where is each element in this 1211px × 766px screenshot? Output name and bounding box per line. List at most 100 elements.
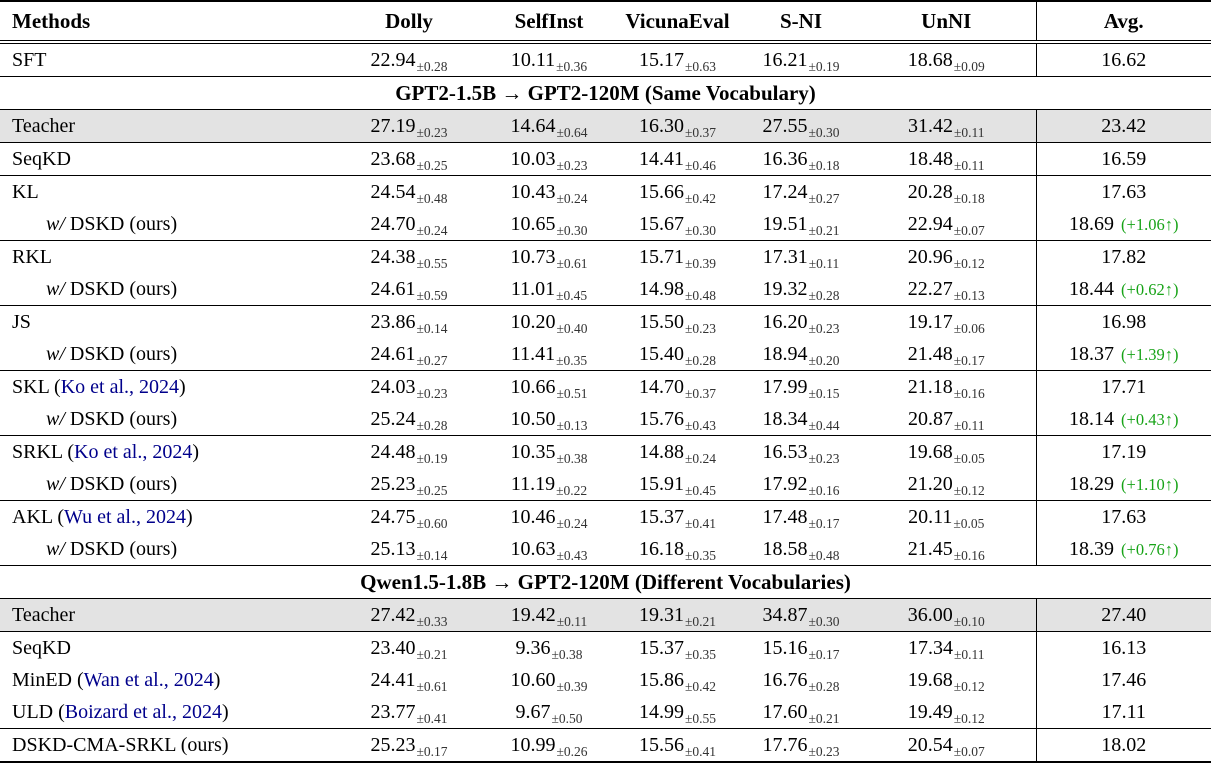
method-cell: w/ DSKD (ours) [0, 338, 330, 371]
score-value: 16.30 [638, 114, 684, 137]
score-value: 15.40 [638, 342, 684, 365]
score-cell: 15.37±0.41 [610, 501, 745, 534]
score-value: 21.48 [907, 342, 953, 365]
avg-value: 18.29 [1069, 472, 1115, 495]
score-value: 10.60 [510, 668, 556, 691]
method-cell: SRKL (Ko et al., 2024) [12, 440, 200, 463]
score-cell: 10.65±0.30 [488, 208, 610, 241]
score-cell: 15.56±0.41 [610, 728, 745, 763]
score-value: 17.34 [907, 636, 953, 659]
citation-link[interactable]: Wan et al., 2024 [83, 668, 214, 691]
score-cell: 15.67±0.30 [610, 208, 745, 241]
std-dev: ±0.45 [556, 287, 588, 303]
method-cell: JS [12, 310, 31, 333]
score-value: 18.48 [907, 147, 953, 170]
method-cell: w/ DSKD (ours) [0, 273, 330, 306]
std-dev: ±0.21 [416, 646, 448, 662]
std-dev: ±0.50 [551, 710, 583, 726]
table-row: SeqKD 23.68±0.25 10.03±0.23 14.41±0.46 16.36… [0, 142, 1211, 176]
std-dev: ±0.23 [416, 124, 448, 140]
score-cell: 24.38±0.55 [330, 241, 488, 274]
std-dev: ±0.10 [953, 613, 985, 629]
score-cell: 16.76±0.28 [745, 664, 857, 696]
score-cell: 23.86±0.14 [330, 306, 488, 339]
std-dev: ±0.23 [556, 157, 588, 173]
score-cell: 24.61±0.59 [330, 273, 488, 306]
std-dev: ±0.13 [556, 417, 588, 433]
score-cell: 17.48±0.17 [745, 501, 857, 534]
score-value: 31.42 [907, 114, 953, 137]
score-value: 15.76 [638, 407, 684, 430]
score-cell: 36.00±0.10 [857, 598, 1036, 632]
avg-value: 27.40 [1101, 603, 1147, 626]
std-dev: ±0.48 [684, 287, 717, 303]
score-cell: 34.87±0.30 [745, 598, 857, 632]
improvement-badge: (+0.43↑) [1121, 409, 1179, 429]
std-dev: ±0.24 [416, 222, 448, 238]
score-cell: 19.51±0.21 [745, 208, 857, 241]
std-dev: ±0.23 [684, 320, 717, 336]
citation-link[interactable]: Ko et al., 2024 [74, 440, 193, 463]
score-cell: 18.34±0.44 [745, 403, 857, 436]
score-value: 15.37 [638, 505, 684, 528]
avg-value: 23.42 [1101, 114, 1147, 137]
std-dev: ±0.26 [556, 743, 588, 759]
std-dev: ±0.64 [556, 124, 588, 140]
std-dev: ±0.21 [808, 222, 840, 238]
column-header-dolly: Dolly [330, 0, 488, 44]
w-slash-prefix: w/ [46, 472, 65, 495]
score-value: 20.28 [907, 180, 953, 203]
w-slash-prefix: w/ [46, 212, 65, 235]
avg-value: 16.13 [1101, 636, 1147, 659]
std-dev: ±0.61 [416, 678, 448, 694]
table-row: JS 23.86±0.14 10.20±0.40 15.50±0.23 16.20±0.… [0, 305, 1211, 339]
score-value: 14.99 [638, 700, 684, 723]
std-dev: ±0.30 [556, 222, 588, 238]
score-cell: 10.73±0.61 [488, 241, 610, 274]
avg-cell: 16.13 [1035, 631, 1211, 664]
score-value: 24.70 [370, 212, 416, 235]
score-value: 9.67 [515, 700, 551, 723]
std-dev: ±0.05 [953, 450, 985, 466]
std-dev: ±0.24 [556, 190, 588, 206]
column-header-unni: UnNI [857, 0, 1036, 44]
std-dev: ±0.24 [556, 515, 588, 531]
score-cell: 19.68±0.12 [857, 664, 1036, 696]
score-value: 19.17 [907, 310, 953, 333]
std-dev: ±0.17 [953, 352, 985, 368]
std-dev: ±0.16 [808, 482, 840, 498]
citation-link[interactable]: Wu et al., 2024 [64, 505, 186, 528]
score-value: 16.21 [762, 48, 808, 71]
table-row: Teacher 27.19±0.23 14.64±0.64 16.30±0.37 27.… [0, 109, 1211, 143]
score-value: 16.53 [762, 440, 808, 463]
std-dev: ±0.20 [808, 352, 840, 368]
std-dev: ±0.28 [684, 352, 717, 368]
avg-cell: 16.62 [1035, 42, 1211, 77]
section-header-row: Qwen1.5-1.8B → GPT2-120M (Different Voca… [0, 565, 1211, 599]
header-row: Methods Dolly SelfInst VicunaEval S-NI U… [0, 0, 1211, 44]
score-value: 15.17 [638, 48, 684, 71]
score-value: 15.37 [638, 636, 684, 659]
score-cell: 23.77±0.41 [330, 696, 488, 729]
improvement-badge: (+1.06↑) [1121, 214, 1179, 234]
w-slash-prefix: w/ [46, 537, 65, 560]
std-dev: ±0.05 [953, 515, 985, 531]
method-cell: ULD (Boizard et al., 2024) [0, 696, 330, 729]
improvement-badge: (+0.62↑) [1121, 279, 1179, 299]
score-cell: 17.60±0.21 [745, 696, 857, 729]
score-cell: 16.53±0.23 [745, 436, 857, 469]
std-dev: ±0.21 [684, 613, 717, 629]
score-cell: 10.03±0.23 [488, 142, 610, 176]
score-cell: 9.67±0.50 [488, 696, 610, 729]
score-cell: 18.68±0.09 [857, 42, 1036, 77]
score-value: 34.87 [762, 603, 808, 626]
std-dev: ±0.16 [953, 385, 985, 401]
std-dev: ±0.39 [684, 255, 717, 271]
avg-value: 16.62 [1101, 48, 1147, 71]
score-value: 11.19 [510, 472, 556, 495]
citation-link[interactable]: Ko et al., 2024 [60, 375, 180, 398]
score-cell: 21.45±0.16 [857, 533, 1036, 566]
citation-link[interactable]: Boizard et al., 2024 [64, 700, 222, 723]
std-dev: ±0.37 [684, 385, 717, 401]
